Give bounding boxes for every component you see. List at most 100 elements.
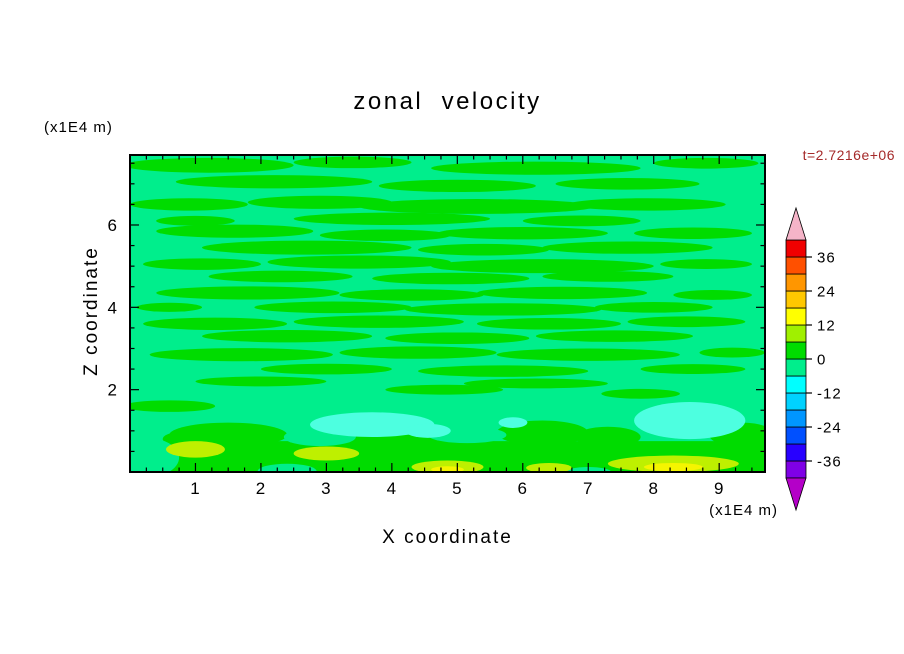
green-streak (640, 364, 746, 375)
green-streak (156, 215, 235, 226)
colorbar-segment (785, 290, 807, 309)
spring-green-notch (257, 463, 317, 472)
yellow-green-patch (166, 441, 225, 458)
y-tick-label: 2 (108, 381, 118, 400)
timestamp: t=2.7216e+06 (802, 147, 895, 163)
green-streak (522, 215, 641, 227)
green-streak (175, 175, 373, 189)
x-tick-label: 7 (583, 479, 593, 498)
green-streak (130, 400, 216, 412)
green-streak (660, 259, 752, 270)
green-streak (404, 303, 602, 316)
x-tick-label: 2 (256, 479, 266, 498)
green-streak (359, 199, 595, 214)
green-streak (627, 316, 746, 328)
green-streak (202, 329, 373, 343)
green-streak (385, 384, 504, 395)
colorbar-segment (785, 392, 807, 411)
colorbar-segment (785, 426, 807, 445)
green-streak (195, 376, 327, 387)
green-streak (143, 258, 261, 270)
x-tick-label: 6 (518, 479, 528, 498)
green-streak (156, 224, 314, 238)
colorbar-tick-label: 36 (817, 250, 836, 267)
colorbar-segment (785, 358, 807, 377)
x-tick-label: 1 (190, 479, 200, 498)
green-streak (568, 198, 726, 211)
y-tick-label: 4 (108, 298, 118, 317)
green-streak (136, 302, 203, 312)
colorbar-tick-label: -12 (817, 386, 842, 403)
green-streak (594, 301, 713, 313)
green-streak (431, 259, 654, 274)
colorbar-under-arrow (785, 477, 807, 512)
colorbar-segment (785, 341, 807, 360)
green-bottom-band (575, 426, 641, 448)
green-streak (634, 227, 752, 239)
green-streak (601, 388, 680, 399)
green-streak (431, 161, 641, 175)
x-axis-label: X coordinate (382, 527, 513, 548)
green-streak (339, 289, 484, 301)
green-streak (542, 271, 674, 282)
green-streak (260, 363, 392, 375)
contour-field (130, 155, 765, 472)
yellow-green-patch (293, 446, 360, 461)
green-streak (293, 315, 464, 328)
yellow-patch (643, 462, 703, 472)
colorbar-segment (785, 239, 807, 258)
green-streak (673, 290, 752, 300)
colorbar (785, 206, 812, 512)
green-streak (476, 286, 648, 300)
colorbar-tick-label: 12 (817, 318, 836, 335)
colorbar-tick-label: 24 (817, 284, 836, 301)
colorbar-segment (785, 460, 807, 479)
plot-title: zonal velocity (353, 88, 542, 115)
green-streak (418, 365, 589, 377)
green-streak (247, 195, 392, 209)
green-streak (542, 241, 713, 254)
colorbar-segment (785, 273, 807, 292)
green-streak (372, 272, 530, 285)
y-axis-label: Z coordinate (81, 246, 102, 376)
green-streak (699, 347, 765, 358)
green-streak (208, 270, 353, 283)
green-streak (496, 348, 680, 361)
green-streak (653, 157, 759, 169)
plot-frame (129, 154, 766, 473)
x-tick-label: 4 (387, 479, 397, 498)
green-streak (267, 255, 451, 269)
green-streak (476, 318, 621, 330)
colorbar-segment (785, 375, 807, 394)
green-streak (418, 243, 549, 256)
x-tick-label: 9 (714, 479, 724, 498)
green-streak (156, 286, 340, 300)
green-streak (293, 212, 491, 225)
y-axis-units: (x1E4 m) (44, 119, 113, 136)
x-tick-label: 8 (648, 479, 658, 498)
green-streak (293, 156, 412, 169)
green-streak (130, 157, 294, 173)
y-tick-label: 6 (108, 216, 118, 235)
yellow-green-patch (526, 462, 572, 472)
x-tick-label: 3 (321, 479, 331, 498)
colorbar-segment (785, 256, 807, 275)
colorbar-segment (785, 324, 807, 343)
green-streak (319, 229, 451, 242)
colorbar-tick-label: 0 (817, 352, 826, 369)
green-streak (463, 378, 608, 389)
cyan-patch (634, 402, 746, 440)
green-streak (143, 317, 288, 330)
green-streak (130, 198, 248, 211)
cyan-patch (498, 417, 528, 428)
green-streak (339, 346, 497, 359)
colorbar-segment (785, 307, 807, 326)
colorbar-tick-label: -24 (817, 420, 842, 437)
colorbar-over-arrow (785, 206, 807, 241)
x-tick-label: 5 (452, 479, 462, 498)
green-streak (555, 178, 700, 190)
yellow-patch (431, 466, 464, 472)
axis-ticks (130, 155, 765, 472)
green-streak (535, 330, 693, 342)
